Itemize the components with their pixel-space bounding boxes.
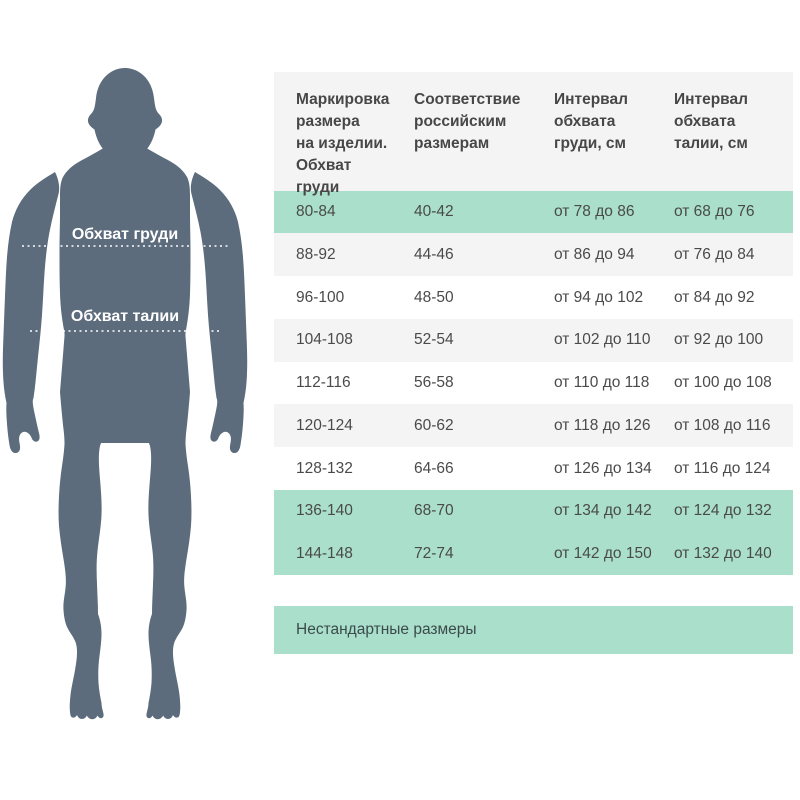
- svg-text:Обхват груди: Обхват груди: [72, 226, 178, 243]
- svg-text:Обхват талии: Обхват талии: [71, 308, 179, 325]
